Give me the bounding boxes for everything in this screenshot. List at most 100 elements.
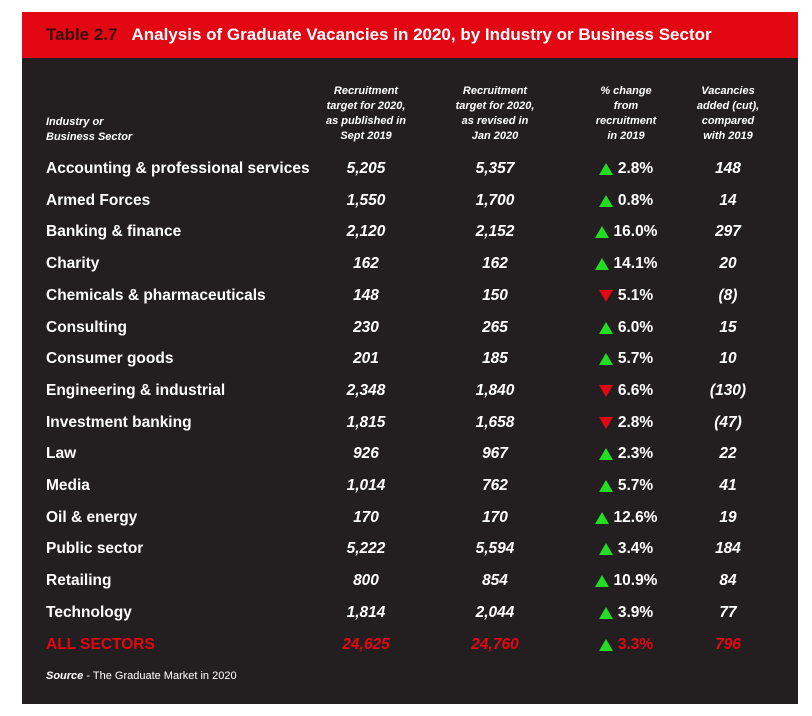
triangle-up-icon (598, 638, 613, 651)
table-panel: Table 2.7 Analysis of Graduate Vacancies… (22, 12, 798, 704)
vacancies-added: 14 (719, 191, 737, 209)
target-published: 926 (353, 445, 379, 463)
target-revised: 2,044 (475, 603, 515, 621)
triangle-up-icon (598, 163, 613, 175)
triangle-up-icon (598, 448, 613, 461)
percent-change-value: 2.3% (617, 445, 654, 463)
percent-change: 5.7% (566, 344, 686, 374)
target-published: 5,222 (346, 540, 386, 558)
source-text: - The Graduate Market in 2020 (83, 670, 237, 682)
percent-change-value: 2.8% (617, 413, 654, 431)
triangle-up-icon (598, 606, 613, 619)
percent-change-value: 14.1% (613, 255, 658, 273)
header-sector: Industry or Business Sector (46, 116, 133, 143)
target-published: 5,205 (346, 160, 386, 177)
sector-name: Consumer goods (46, 350, 174, 368)
table-row: Media 1,014 762 5.7% 41 (22, 471, 798, 501)
target-published: 1,550 (346, 191, 386, 209)
table-row: Oil & energy 170 170 12.6% 19 (22, 503, 798, 533)
target-revised: 1,840 (475, 381, 515, 399)
target-revised: 5,357 (475, 160, 515, 177)
header-vacancies-added: Vacancies added (cut), compared with 201… (696, 85, 760, 142)
percent-change-value: 3.3% (617, 635, 654, 653)
target-revised: 1,658 (475, 413, 515, 431)
percent-change: 10.9% (566, 566, 686, 596)
percent-change: 14.1% (566, 249, 686, 279)
triangle-up-icon (594, 226, 609, 239)
triangle-up-icon (598, 543, 613, 556)
sector-name: Accounting & professional services (46, 160, 310, 177)
percent-change-value: 5.1% (617, 286, 654, 304)
triangle-up-icon (594, 258, 609, 271)
percent-change: 6.6% (566, 376, 686, 406)
target-revised: 162 (482, 255, 508, 273)
percent-change: 12.6% (566, 503, 686, 533)
triangle-down-icon (598, 289, 613, 302)
sector-name: Law (46, 445, 77, 463)
table-row: Chemicals & pharmaceuticals 148 150 5.1% (8) (22, 281, 798, 311)
triangle-up-icon (598, 480, 613, 492)
table-row: Technology 1,814 2,044 3.9% 77 (22, 598, 798, 628)
percent-change-value: 16.0% (613, 223, 658, 241)
percent-change: 2.3% (566, 439, 686, 469)
vacancies-added: 15 (719, 318, 737, 336)
vacancies-added: 77 (719, 603, 737, 621)
vacancies-added: 41 (719, 477, 737, 494)
table-row: Armed Forces 1,550 1,700 0.8% 14 (22, 186, 798, 216)
title-bar: Table 2.7 Analysis of Graduate Vacancies… (22, 12, 798, 58)
target-published: 2,120 (346, 223, 386, 241)
target-revised: 5,594 (475, 540, 515, 558)
triangle-up-icon (598, 194, 613, 207)
sector-name: Chemicals & pharmaceuticals (46, 286, 266, 304)
target-revised: 854 (482, 572, 508, 590)
percent-change-value: 6.0% (617, 318, 654, 336)
table-row: Banking & finance 2,120 2,152 16.0% 297 (22, 217, 798, 247)
header-target-revised: Recruitment target for 2020, as revised … (455, 85, 535, 142)
percent-change: 3.4% (566, 534, 686, 564)
table-row: Consulting 230 265 6.0% 15 (22, 313, 798, 343)
percent-change-value: 5.7% (617, 350, 654, 368)
sector-name: Armed Forces (46, 191, 151, 209)
target-revised: 1,700 (475, 191, 515, 209)
target-revised: 24,760 (471, 635, 519, 653)
target-published: 2,348 (346, 381, 386, 399)
table-row: Public sector 5,222 5,594 3.4% 184 (22, 534, 798, 564)
vacancies-added: 10 (719, 350, 737, 368)
target-published: 800 (353, 572, 379, 590)
target-revised: 967 (482, 445, 508, 463)
percent-change-value: 3.9% (617, 603, 654, 621)
table-row: Consumer goods 201 185 5.7% 10 (22, 344, 798, 374)
target-revised: 2,152 (475, 223, 515, 241)
vacancies-added: 84 (719, 572, 737, 590)
target-published: 1,815 (346, 413, 386, 431)
header-percent-change: % change from recruitment in 2019 (595, 85, 657, 142)
target-revised: 185 (482, 350, 508, 368)
percent-change: 16.0% (566, 217, 686, 247)
sector-name: Engineering & industrial (46, 381, 226, 399)
sector-name: Retailing (46, 572, 112, 590)
percent-change-value: 5.7% (617, 477, 654, 494)
target-published: 230 (353, 318, 379, 336)
table-row: Charity 162 162 14.1% 20 (22, 249, 798, 279)
sector-name: Consulting (46, 318, 127, 336)
triangle-up-icon (594, 575, 609, 588)
sector-name: Oil & energy (46, 508, 138, 526)
header-target-published: Recruitment target for 2020, as publishe… (325, 85, 407, 142)
table-row: Engineering & industrial 2,348 1,840 6.6% (1… (22, 376, 798, 406)
table-row: Investment banking 1,815 1,658 2.8% (47) (22, 408, 798, 438)
triangle-down-icon (598, 416, 613, 429)
vacancies-added: 20 (719, 255, 737, 273)
sector-name: Public sector (46, 540, 144, 558)
target-published: 170 (353, 508, 379, 526)
percent-change-value: 3.4% (617, 540, 654, 558)
vacancies-added: 148 (715, 160, 741, 177)
vacancies-added: 297 (715, 223, 741, 241)
target-published: 1,014 (346, 477, 386, 494)
vacancies-added: (8) (718, 286, 738, 304)
percent-change: 6.0% (566, 313, 686, 343)
vacancies-added: 19 (719, 508, 737, 526)
sector-name: Banking & finance (46, 223, 182, 241)
percent-change-value: 12.6% (613, 508, 658, 526)
table-row: Retailing 800 854 10.9% 84 (22, 566, 798, 596)
percent-change-value: 0.8% (617, 191, 654, 209)
